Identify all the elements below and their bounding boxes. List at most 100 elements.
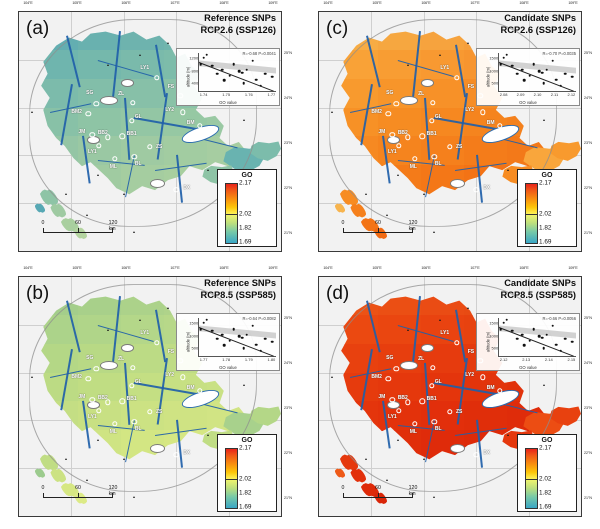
longitude-tick-label: 106°E [421,266,431,270]
site-marker[interactable] [419,398,426,404]
latitude-tick-label: 21°N [284,231,293,235]
site-marker[interactable] [93,366,99,372]
legend-colorbar-low [225,479,238,509]
site-marker[interactable] [453,75,460,81]
site-marker[interactable] [396,143,402,149]
site-marker[interactable] [480,109,486,116]
site-marker[interactable] [131,153,137,160]
site-marker[interactable] [197,387,203,394]
inset-ytick-label: 1000 [189,333,199,339]
inset-xlabel: GO value [219,364,237,370]
site-marker[interactable] [497,122,503,129]
site-label: DX [483,184,491,191]
longitude-tick-label: 105°E [372,1,382,5]
site-marker[interactable] [119,133,126,139]
site-label: LY1 [140,65,150,72]
inset-data-point [523,344,526,347]
inset-data-point [499,63,502,66]
inset-data-point [199,328,202,331]
panel-letter-a: (a) [26,18,50,39]
site-marker[interactable] [119,398,126,404]
site-marker[interactable] [147,144,153,150]
site-marker[interactable] [180,109,186,116]
site-label: ML [409,429,417,436]
site-marker[interactable] [147,409,153,415]
panel-letter-d: (d) [326,283,350,304]
longitude-tick-label: 104°E [323,1,333,5]
inset-data-point [220,333,224,337]
inset-data-point [499,328,502,331]
site-marker[interactable] [93,101,99,107]
site-marker[interactable] [430,365,436,371]
site-label: ZS [155,144,163,151]
legend-colorbar-low [225,214,238,244]
site-marker[interactable] [428,383,435,389]
site-marker[interactable] [130,365,136,371]
site-marker[interactable] [197,122,203,129]
inset-xtick-label: 1.76 [244,91,253,97]
site-marker[interactable] [480,374,486,381]
inset-data-point [240,71,244,75]
site-marker[interactable] [105,399,111,406]
site-marker[interactable] [393,366,399,372]
site-marker[interactable] [173,187,179,193]
site-marker[interactable] [393,101,399,107]
site-marker[interactable] [405,399,411,406]
site-marker[interactable] [89,397,96,403]
site-marker[interactable] [389,132,396,138]
site-marker[interactable] [85,110,92,117]
site-marker[interactable] [128,118,135,124]
site-marker[interactable] [89,132,96,138]
site-marker[interactable] [431,153,437,160]
island-polygon [74,492,88,505]
site-marker[interactable] [385,375,392,382]
site-marker[interactable] [153,75,160,81]
site-marker[interactable] [405,134,411,141]
site-marker[interactable] [96,408,102,414]
site-marker[interactable] [473,187,479,193]
site-marker[interactable] [128,383,135,389]
site-marker[interactable] [131,418,137,425]
latitude-tick-label: 21°N [284,496,293,500]
site-marker[interactable] [447,409,453,415]
lake [450,444,466,454]
inset-xtick-label: 2.12 [567,91,576,97]
site-marker[interactable] [153,340,160,346]
site-label: ZL [118,356,125,363]
site-marker[interactable] [419,133,426,139]
site-label: JM [378,128,386,135]
site-marker[interactable] [130,100,136,106]
site-marker[interactable] [389,397,396,403]
site-marker[interactable] [385,110,392,117]
inset-ytick-label: 1500 [189,320,199,326]
site-marker[interactable] [430,100,436,106]
site-marker[interactable] [473,452,479,458]
site-marker[interactable] [173,452,179,458]
site-marker[interactable] [111,156,118,162]
longitude-tick-label: 104°E [323,266,333,270]
latitude-tick-label: 22°N [284,451,293,455]
inset-data-point [545,333,549,337]
site-label: LY1 [88,148,97,155]
site-marker[interactable] [411,421,418,427]
panel-title-c: Candidate SNPs RCP2.6 (SSP126) [501,13,576,36]
site-marker[interactable] [411,156,418,162]
site-marker[interactable] [428,118,435,124]
site-marker[interactable] [85,375,92,382]
longitude-tick-label: 105°E [372,266,382,270]
site-marker[interactable] [96,143,102,149]
site-marker[interactable] [497,387,503,394]
site-marker[interactable] [105,134,111,141]
mountain-marker [543,118,546,121]
site-marker[interactable] [180,374,186,381]
mountain-marker [31,111,34,114]
site-marker[interactable] [431,418,437,425]
site-marker[interactable] [447,144,453,150]
site-marker[interactable] [396,408,402,414]
site-marker[interactable] [111,421,118,427]
mountain-marker [386,214,389,217]
site-marker[interactable] [453,340,460,346]
legend-value: 2.17 [239,444,252,452]
island-polygon [360,483,380,497]
